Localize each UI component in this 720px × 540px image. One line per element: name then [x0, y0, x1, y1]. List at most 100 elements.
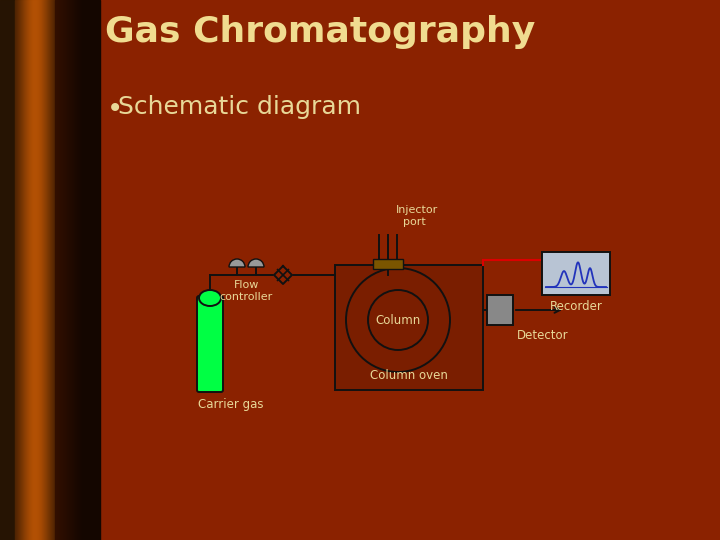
- Bar: [58, 0, 59, 540]
- Text: Recorder: Recorder: [549, 300, 603, 313]
- Bar: [542, 252, 610, 295]
- Bar: [96, 0, 97, 540]
- Wedge shape: [248, 259, 264, 267]
- Bar: [10, 0, 11, 540]
- Text: Injector
  port: Injector port: [396, 205, 438, 227]
- Text: Gas Chromatography: Gas Chromatography: [105, 15, 535, 49]
- Bar: [19, 0, 20, 540]
- Bar: [15, 0, 16, 540]
- Bar: [55, 0, 56, 540]
- Bar: [79, 0, 80, 540]
- Bar: [77, 0, 78, 540]
- FancyBboxPatch shape: [197, 296, 223, 392]
- Bar: [73, 0, 74, 540]
- Bar: [87, 0, 88, 540]
- Bar: [34, 0, 35, 540]
- Ellipse shape: [199, 290, 221, 306]
- Bar: [86, 0, 87, 540]
- Bar: [99, 0, 100, 540]
- Bar: [92, 0, 93, 540]
- Text: Column oven: Column oven: [370, 369, 448, 382]
- Bar: [93, 0, 94, 540]
- Bar: [60, 0, 61, 540]
- Bar: [38, 0, 39, 540]
- Bar: [17, 0, 18, 540]
- Bar: [47, 0, 48, 540]
- Bar: [16, 0, 17, 540]
- Bar: [44, 0, 45, 540]
- Text: Column: Column: [375, 314, 420, 327]
- Bar: [1, 0, 2, 540]
- Bar: [28, 0, 29, 540]
- Bar: [63, 0, 64, 540]
- Bar: [81, 0, 82, 540]
- Bar: [5, 0, 6, 540]
- Bar: [40, 0, 41, 540]
- Bar: [27, 0, 28, 540]
- Bar: [76, 0, 77, 540]
- Bar: [23, 0, 24, 540]
- Bar: [88, 0, 89, 540]
- Bar: [25, 0, 26, 540]
- Bar: [14, 0, 15, 540]
- Bar: [6, 0, 7, 540]
- Bar: [31, 0, 32, 540]
- Bar: [335, 265, 483, 390]
- Bar: [30, 0, 31, 540]
- Bar: [80, 0, 81, 540]
- Bar: [65, 0, 66, 540]
- Bar: [59, 0, 60, 540]
- Bar: [33, 0, 34, 540]
- Bar: [43, 0, 44, 540]
- Bar: [71, 0, 72, 540]
- Bar: [82, 0, 83, 540]
- Bar: [70, 0, 71, 540]
- Bar: [50, 0, 51, 540]
- Bar: [12, 0, 13, 540]
- Bar: [39, 0, 40, 540]
- Bar: [26, 0, 27, 540]
- Polygon shape: [274, 266, 292, 284]
- Bar: [78, 0, 79, 540]
- Bar: [83, 0, 84, 540]
- Bar: [13, 0, 14, 540]
- Bar: [52, 0, 53, 540]
- Bar: [487, 295, 513, 325]
- Bar: [56, 0, 57, 540]
- Bar: [64, 0, 65, 540]
- Bar: [49, 0, 50, 540]
- Bar: [29, 0, 30, 540]
- Bar: [66, 0, 67, 540]
- Bar: [94, 0, 95, 540]
- Bar: [95, 0, 96, 540]
- Bar: [57, 0, 58, 540]
- Bar: [373, 259, 403, 269]
- Bar: [62, 0, 63, 540]
- Bar: [69, 0, 70, 540]
- Bar: [21, 0, 22, 540]
- Bar: [8, 0, 9, 540]
- Bar: [85, 0, 86, 540]
- Bar: [97, 0, 98, 540]
- Bar: [22, 0, 23, 540]
- Text: Detector: Detector: [517, 329, 569, 342]
- Bar: [98, 0, 99, 540]
- Text: Flow
controller: Flow controller: [220, 280, 273, 302]
- Bar: [53, 0, 54, 540]
- Bar: [36, 0, 37, 540]
- Bar: [4, 0, 5, 540]
- Text: Carrier gas: Carrier gas: [198, 398, 264, 411]
- Bar: [91, 0, 92, 540]
- Bar: [32, 0, 33, 540]
- Bar: [20, 0, 21, 540]
- Bar: [37, 0, 38, 540]
- Circle shape: [368, 290, 428, 350]
- Bar: [0, 0, 1, 540]
- Bar: [61, 0, 62, 540]
- Text: Schematic diagram: Schematic diagram: [118, 95, 361, 119]
- Bar: [9, 0, 10, 540]
- Bar: [42, 0, 43, 540]
- Bar: [67, 0, 68, 540]
- Bar: [45, 0, 46, 540]
- Wedge shape: [229, 259, 245, 267]
